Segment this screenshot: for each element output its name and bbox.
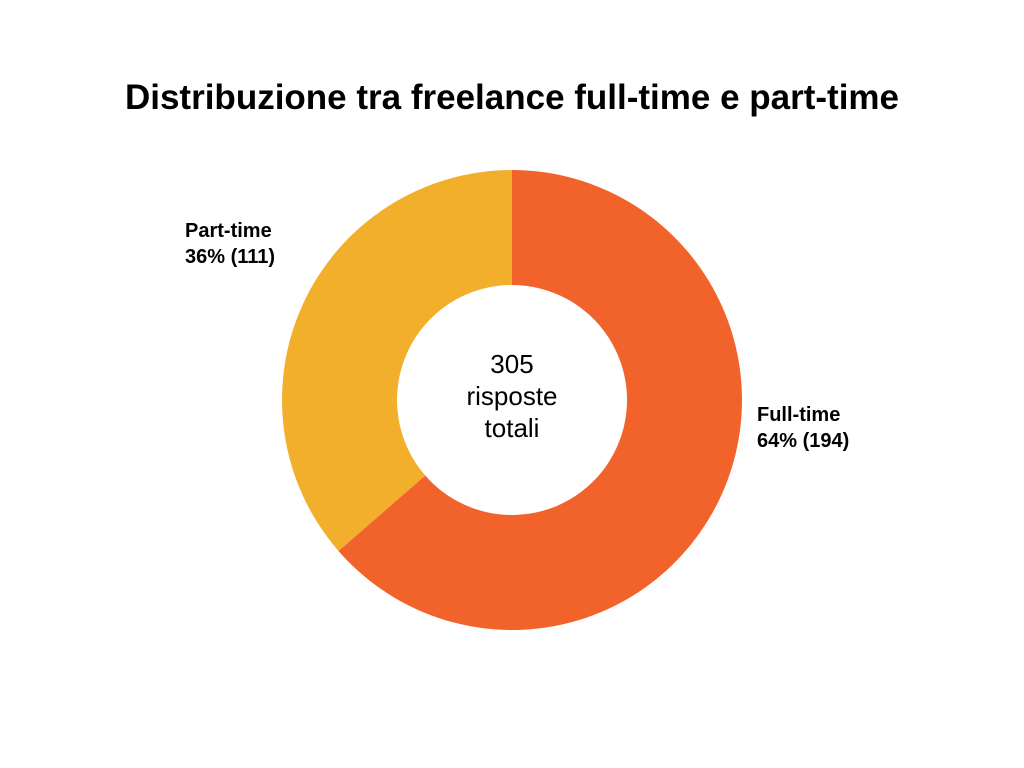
label-full-time-name: Full-time [757,404,841,426]
total-value: 305 [490,349,534,379]
total-label-line1: risposte [466,381,558,411]
slice-full-time [338,170,742,631]
chart-title: Distribuzione tra freelance full-time e … [124,78,900,117]
label-part-time-value: 36% (111) [185,246,276,268]
label-part-time-name: Part-time [185,220,272,242]
total-label-line2: totali [484,413,540,443]
label-full-time: Full-time 64% (194) [757,402,849,454]
center-total: 305 risposte totali [412,348,612,444]
slice-part-time [282,170,512,551]
label-full-time-value: 64% (194) [757,430,850,452]
label-part-time: Part-time 36% (111) [185,218,275,270]
